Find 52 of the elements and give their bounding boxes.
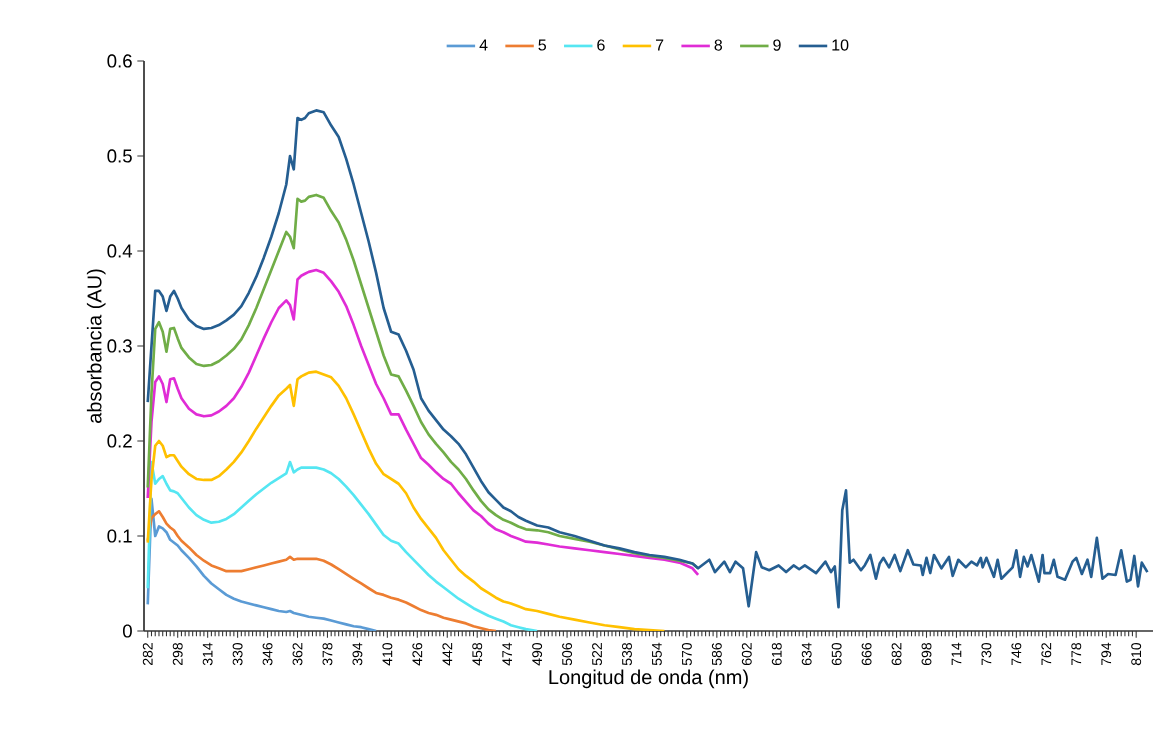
x-tick-label: 554: [652, 642, 662, 666]
x-tick-label: 378: [322, 642, 333, 666]
x-tick-label: 730: [981, 642, 992, 666]
legend-label: 10: [832, 39, 849, 51]
x-tick-label: 666: [861, 642, 872, 666]
x-tick-label: 794: [1101, 642, 1112, 666]
x-tick-label: 634: [801, 642, 812, 666]
x-tick-label: 330: [232, 642, 243, 666]
y-tick-label: 0.5: [107, 149, 132, 163]
x-tick-label: 538: [622, 642, 632, 666]
y-axis-title: absorbancia (AU): [86, 269, 106, 423]
legend-label: 6: [597, 39, 605, 51]
x-tick-label: 714: [951, 642, 962, 666]
x-tick-label: 362: [292, 643, 303, 666]
x-tick-label: 298: [172, 642, 183, 666]
x-tick-label: 458: [472, 642, 483, 666]
y-tick-label: 0.4: [107, 244, 133, 258]
line-series: [146, 268, 700, 577]
legend-label: 7: [655, 39, 664, 51]
line-series: [146, 109, 1149, 609]
x-tick-label: 282: [142, 643, 153, 666]
x-tick-label: 682: [891, 643, 902, 666]
x-axis-title: Longitud de onda (nm): [549, 669, 748, 689]
y-tick-label: 0: [122, 624, 132, 638]
x-tick-label: 602: [741, 643, 752, 666]
legend-label: 5: [538, 39, 547, 51]
x-tick-label: 394: [352, 642, 363, 666]
legend-label: 9: [773, 39, 781, 51]
x-tick-label: 762: [1041, 643, 1052, 666]
x-tick-label: 314: [202, 642, 213, 666]
x-tick-label: 650: [831, 642, 842, 666]
y-tick-label: 0.3: [107, 339, 132, 353]
x-tick-label: 442: [442, 643, 453, 666]
x-tick-label: 698: [921, 642, 932, 666]
x-tick-label: 410: [382, 642, 393, 666]
x-tick-label: 426: [412, 642, 423, 666]
y-tick-label: 0.6: [107, 54, 132, 68]
x-tick-label: 570: [681, 642, 692, 666]
x-tick-label: 746: [1011, 642, 1022, 666]
x-tick-label: 346: [262, 642, 273, 666]
x-tick-label: 778: [1071, 642, 1082, 666]
x-tick-label: 586: [711, 642, 722, 666]
legend-label: 4: [479, 39, 488, 51]
legend-label: 8: [714, 39, 723, 51]
x-tick-label: 474: [502, 642, 512, 666]
x-tick-label: 618: [771, 642, 782, 666]
x-tick-label: 490: [532, 642, 543, 666]
y-tick-label: 0.2: [107, 434, 132, 448]
x-tick-label: 810: [1131, 642, 1142, 666]
x-tick-label: 506: [562, 642, 573, 666]
y-tick-label: 0.1: [107, 529, 132, 543]
x-tick-label: 522: [592, 643, 602, 666]
